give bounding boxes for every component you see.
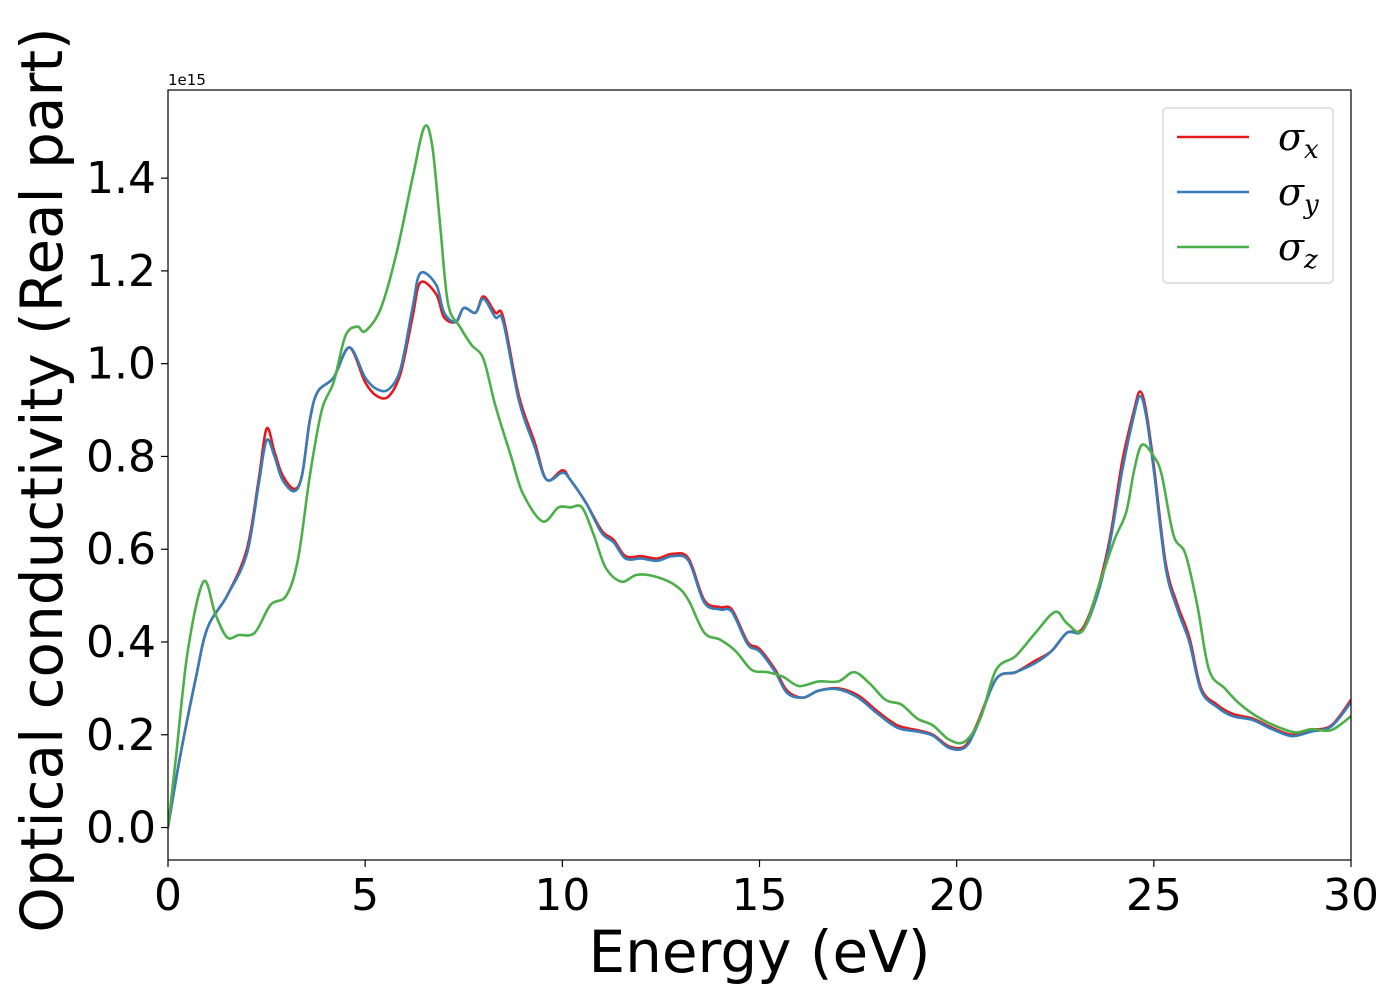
x-tick-label: 20 — [929, 870, 985, 921]
series-line-x — [168, 280, 1351, 829]
legend-label-z: σz — [1278, 225, 1318, 275]
x-tick-label: 0 — [154, 870, 182, 921]
legend-label-y: σy — [1278, 170, 1319, 220]
series-line-z — [168, 124, 1351, 829]
legend-box — [1162, 107, 1334, 284]
x-tick-label: 5 — [351, 870, 379, 921]
x-tick-label: 15 — [732, 870, 788, 921]
legend-label-x: σx — [1278, 115, 1319, 165]
y-tick-label: 0.0 — [86, 803, 156, 854]
plot-area — [168, 124, 1351, 829]
y-axis: 0.0 0.2 0.4 0.6 0.8 1.0 1.2 1.4 — [86, 153, 168, 854]
y-tick-label: 0.8 — [86, 431, 156, 482]
y-tick-label: 0.2 — [86, 710, 156, 761]
y-offset-label: 1e15 — [168, 71, 206, 89]
x-axis-label: Energy (eV) — [588, 918, 930, 986]
x-tick-label: 25 — [1126, 870, 1182, 921]
y-tick-label: 1.0 — [86, 339, 156, 390]
y-tick-label: 0.4 — [86, 617, 156, 668]
y-tick-label: 1.4 — [86, 153, 156, 204]
series-line-y — [168, 271, 1351, 829]
y-tick-label: 1.2 — [86, 246, 156, 297]
x-tick-label: 10 — [534, 870, 590, 921]
y-tick-label: 0.6 — [86, 524, 156, 575]
y-axis-label: Optical conductivity (Real part) — [8, 27, 76, 932]
x-tick-label: 30 — [1323, 870, 1379, 921]
x-axis: 0 5 10 15 20 25 30 — [154, 860, 1379, 921]
